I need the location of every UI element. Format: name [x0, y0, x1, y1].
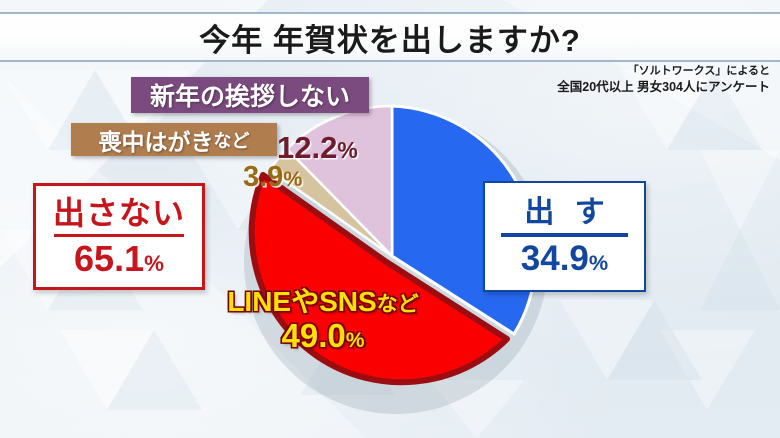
value-box-dasu-label: 出 す: [524, 195, 611, 229]
slice-label-mourning: 3.9%: [243, 163, 302, 192]
slice-label-no-greeting-percent: %: [337, 137, 358, 163]
value-box-dasu-number: 34.9: [520, 238, 589, 278]
pie-slice-mourning: [268, 147, 393, 258]
value-box-dasanai-value: 65.1%: [74, 237, 164, 279]
slice-label-no-greeting: 12.2%: [277, 132, 358, 163]
banner-no-greeting-label: 新年の挨拶しない: [149, 83, 350, 111]
value-box-dasanai: 出さない 65.1%: [33, 183, 205, 290]
value-box-dasu: 出 す 34.9%: [483, 181, 646, 292]
title-bar: 今年 年賀状を出しますか?: [0, 12, 780, 62]
source-credit: 「ソルトワークス」によると 全国20代以上 男女304人にアンケート: [557, 64, 770, 96]
value-box-dasu-value: 34.9%: [521, 241, 608, 276]
pie-slice-no-greeting: [285, 104, 394, 260]
value-box-dasanai-number: 65.1: [74, 237, 145, 279]
pie-slice-sns: [248, 172, 510, 386]
banner-mourning-label: 喪中はがき: [98, 128, 214, 155]
banner-mourning-postcard: 喪中はがき など: [71, 123, 277, 156]
value-box-dasanai-label: 出さない: [52, 194, 185, 231]
slice-label-mourning-percent: %: [283, 167, 303, 191]
slice-label-mourning-value: 3.9: [243, 161, 284, 193]
value-box-dasanai-rule: [54, 233, 184, 237]
slice-label-sns-name-suffix: など: [376, 293, 419, 316]
value-box-dasu-rule: [501, 232, 628, 237]
slice-label-sns: LINEやSNSなど 49.0%: [213, 288, 433, 353]
slice-label-sns-percent: %: [345, 329, 365, 352]
credit-line-2: 全国20代以上 男女304人にアンケート: [557, 79, 770, 94]
slice-label-sns-name: LINEやSNSなど: [213, 288, 433, 316]
banner-no-greeting: 新年の挨拶しない: [131, 77, 369, 113]
banner-mourning-suffix: など: [213, 130, 250, 151]
page-title: 今年 年賀状を出しますか?: [199, 22, 581, 58]
slice-label-sns-number: 49.0: [281, 317, 346, 354]
slice-label-sns-name-main: LINEやSNS: [227, 286, 377, 317]
pie-slice-sns-group: [248, 172, 510, 386]
slice-label-no-greeting-value: 12.2: [277, 130, 338, 165]
value-box-dasanai-percent: %: [144, 250, 164, 276]
credit-line-1: 「ソルトワークス」によると: [627, 65, 770, 77]
value-box-dasu-percent: %: [588, 249, 609, 275]
slice-label-sns-value: 49.0%: [213, 319, 433, 352]
